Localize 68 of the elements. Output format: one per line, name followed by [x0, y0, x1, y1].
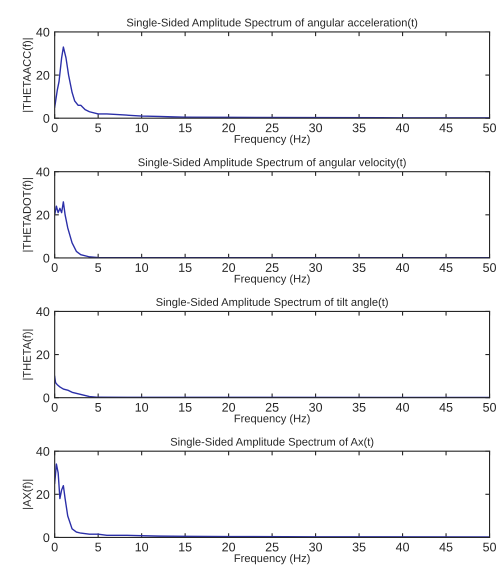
y-tick-label: 0: [43, 254, 50, 263]
x-tick-label: 40: [396, 123, 410, 132]
x-tick-label: 10: [136, 402, 148, 412]
x-tick-label: 0: [52, 123, 58, 132]
x-tick-label: 20: [222, 263, 236, 272]
x-tick-label: 5: [95, 403, 102, 412]
x-axis-title: Frequency (Hz): [234, 554, 310, 564]
y-tick-label: 0: [43, 114, 50, 123]
x-tick-label: 5: [95, 542, 102, 552]
y-axis-title: |THETADOT(f)|: [22, 178, 34, 252]
y-tick-label: 40: [36, 167, 50, 176]
y-axis-title: |THETA(f)|: [22, 330, 34, 380]
x-tick-label: 5: [95, 124, 102, 132]
x-tick-label: 0: [52, 542, 58, 552]
x-tick-label: 25: [266, 263, 279, 272]
x-tick-label: 5: [95, 263, 102, 272]
chart-title: Single-Sided Amplitude Spectrum of angular velocity(t): [138, 158, 406, 168]
y-tick-label: 20: [36, 350, 50, 360]
x-axis-title: Frequency (Hz): [234, 414, 310, 425]
x-tick-label: 35: [352, 123, 366, 132]
x-tick-label: 50: [483, 402, 496, 412]
x-tick-label: 35: [352, 542, 366, 552]
x-tick-label: 15: [179, 403, 192, 412]
x-tick-label: 30: [309, 123, 322, 132]
y-tick-label: 20: [36, 490, 50, 499]
y-tick-label: 40: [36, 446, 50, 456]
x-tick-label: 30: [309, 542, 322, 552]
x-tick-label: 50: [483, 542, 496, 552]
x-tick-label: 25: [266, 123, 279, 132]
y-tick-label: 40: [36, 307, 50, 316]
x-tick-label: 50: [483, 263, 496, 272]
chart-title: Single-Sided Amplitude Spectrum of tilt angle(t): [156, 298, 388, 308]
x-tick-label: 0: [52, 402, 58, 412]
y-tick-label: 20: [36, 70, 50, 80]
y-tick-label: 20: [36, 210, 50, 220]
x-tick-label: 25: [266, 402, 279, 412]
x-tick-label: 30: [309, 402, 322, 412]
x-axis-title: Frequency (Hz): [234, 274, 310, 285]
y-axis-title: |AX(f)|: [22, 480, 34, 509]
x-tick-label: 20: [222, 542, 236, 552]
x-tick-label: 35: [352, 402, 366, 412]
x-tick-label: 15: [179, 542, 192, 552]
x-tick-label: 15: [179, 124, 192, 132]
y-tick-label: 0: [43, 393, 50, 402]
x-tick-label: 0: [52, 263, 58, 272]
x-axis-title: Frequency (Hz): [234, 134, 310, 146]
x-tick-label: 45: [439, 542, 452, 552]
x-tick-label: 40: [396, 542, 410, 552]
x-tick-label: 35: [352, 263, 366, 272]
x-tick-label: 20: [222, 402, 236, 412]
x-tick-label: 40: [396, 402, 410, 412]
chart-title: Single-Sided Amplitude Spectrum of Ax(t): [170, 438, 374, 448]
x-tick-label: 10: [136, 123, 148, 132]
x-tick-label: 50: [483, 123, 496, 132]
x-tick-label: 45: [439, 263, 452, 272]
y-tick-label: 40: [36, 28, 50, 37]
x-tick-label: 40: [396, 263, 410, 272]
x-tick-label: 25: [266, 542, 279, 552]
chart-title: Single-Sided Amplitude Spectrum of angular acceleration(t): [126, 18, 418, 29]
x-tick-label: 45: [439, 403, 452, 412]
x-tick-label: 30: [309, 263, 322, 272]
x-tick-label: 10: [136, 263, 148, 272]
y-axis-title: |THETAACC(f)|: [22, 38, 34, 112]
x-tick-label: 10: [136, 542, 148, 552]
x-tick-label: 15: [179, 263, 192, 272]
x-tick-label: 45: [439, 124, 452, 132]
y-tick-label: 0: [43, 533, 50, 542]
x-tick-label: 20: [222, 123, 236, 132]
